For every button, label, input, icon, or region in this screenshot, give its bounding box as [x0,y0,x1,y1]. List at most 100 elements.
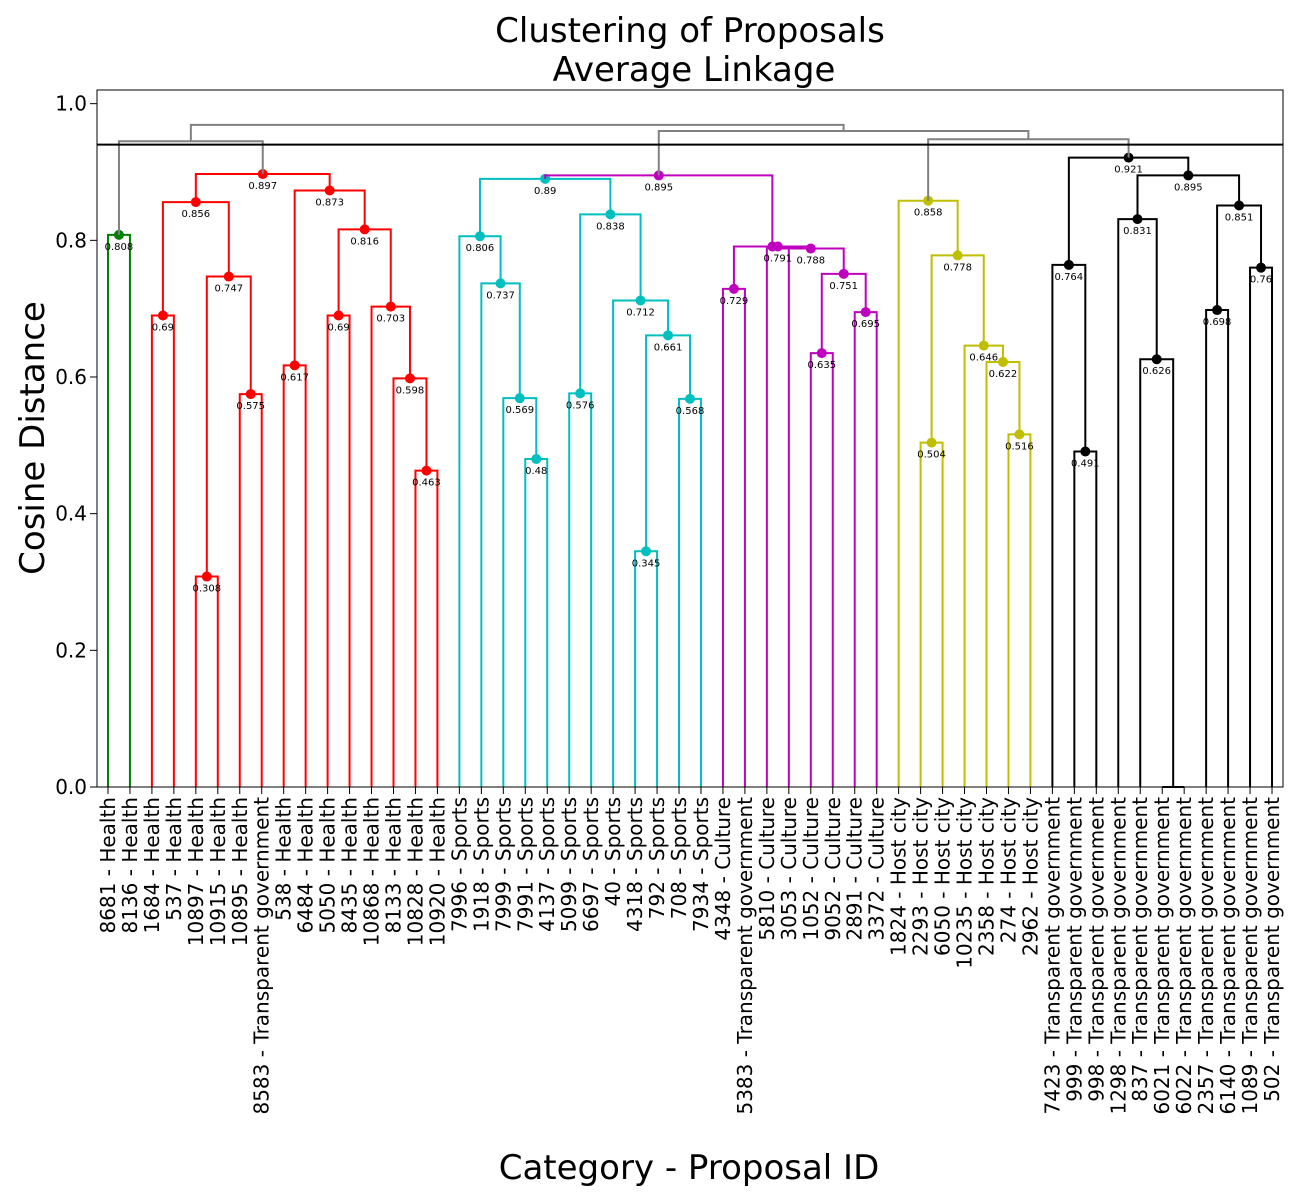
leaf-label-50: 2357 - Transparent government [1194,797,1218,1115]
dendrogram-link-53 [189,123,845,142]
leaf-label-35: 3372 - Culture [865,797,889,941]
leaf-label-13: 8133 - Health [382,797,406,934]
leaf-label-21: 5099 - Sports [557,797,581,932]
leaf-label-18: 7999 - Sports [491,797,515,932]
dendrogram-link-36 [963,344,1004,787]
leaf-label-46: 1298 - Transparent government [1106,797,1130,1115]
dendrogram-link-37 [930,254,985,443]
leaf-label-33: 9052 - Culture [821,797,845,941]
merge-label-44: 0.698 [1203,317,1232,328]
dendrogram-link-49 [117,140,264,235]
merge-label-20: 0.568 [676,406,705,417]
leaf-label-45: 998 - Transparent government [1084,797,1108,1102]
merge-label-27: 0.635 [807,360,836,371]
leaf-label-15: 10920 - Health [425,797,449,946]
leaf-label-19: 7991 - Sports [513,797,537,932]
dendrogram-link-7 [326,314,351,787]
leaf-label-40: 2358 - Host city [975,797,999,956]
merge-label-45: 0.76 [1250,275,1272,286]
leaf-label-4: 10897 - Health [184,797,208,946]
dendrogram-link-4 [205,275,252,577]
dendrogram-link-40 [1051,263,1087,787]
dendrogram-link-33 [919,441,944,787]
leaf-label-7: 8583 - Transparent government [250,797,274,1115]
plot-frame [96,89,1284,788]
leaf-label-3: 537 - Health [162,797,186,921]
dendrogram-link-45 [1249,266,1274,787]
merge-label-4: 0.747 [214,284,243,295]
leaf-label-5: 10915 - Health [206,797,230,946]
merge-label-17: 0.806 [466,243,495,254]
dendrogram-link-17 [458,235,502,787]
y-tick-label-0: 0.0 [55,775,87,799]
merge-label-23: 0.838 [596,221,625,232]
leaf-label-36: 1824 - Host city [887,797,911,956]
dendrogram-link-15 [502,397,538,787]
merge-label-48: 0.921 [1114,165,1143,176]
chart-subtitle: Average Linkage [553,50,836,90]
leaf-label-0: 8681 - Health [96,797,120,934]
dendrogram-link-39 [1073,450,1098,787]
merge-label-30: 0.788 [796,256,825,267]
merge-node-47 [1183,170,1194,181]
merge-label-33: 0.504 [917,450,946,461]
leaf-label-8: 538 - Health [272,797,296,921]
dendrogram-link-19 [634,550,659,787]
y-axis-label: Cosine Distance [13,301,53,575]
leaf-label-25: 792 - Sports [645,797,669,919]
leaf-label-37: 2293 - Host city [909,797,933,956]
merge-label-39: 0.491 [1071,458,1100,469]
merge-label-40: 0.764 [1055,272,1084,283]
merge-label-11: 0.816 [350,236,379,247]
leaf-label-52: 1089 - Transparent government [1238,797,1262,1115]
merge-label-15: 0.569 [505,405,534,416]
merge-label-5: 0.856 [182,209,211,220]
leaf-label-34: 2891 - Culture [843,797,867,941]
leaf-label-41: 274 - Host city [996,797,1020,943]
merge-node-10 [385,301,396,312]
merge-label-2: 0.308 [192,584,221,595]
dendrogram-link-14 [524,458,549,787]
merge-node-29 [838,268,849,279]
leaf-label-47: 837 - Transparent government [1128,797,1152,1102]
leaf-label-39: 10235 - Host city [953,797,977,969]
merge-label-14: 0.48 [525,466,547,477]
dendrogram-link-34 [1007,433,1032,787]
merge-label-0: 0.808 [105,242,134,253]
merge-label-36: 0.646 [969,353,998,364]
merge-label-8: 0.463 [412,478,441,489]
leaf-label-30: 5810 - Culture [755,797,779,941]
dendrogram-link-1 [150,314,175,787]
leaf-label-20: 4137 - Sports [535,797,559,932]
dendrogram-link-23 [579,213,642,394]
merge-label-32: 0.895 [644,182,673,193]
merge-label-34: 0.516 [1005,441,1034,452]
leaf-label-28: 4348 - Culture [711,797,735,941]
merge-label-19: 0.345 [632,558,661,569]
leaf-label-51: 6140 - Transparent government [1216,797,1240,1115]
chart-title: Clustering of Proposals [495,11,885,51]
dendrogram-link-28 [853,311,878,787]
dendrogram-link-27 [809,352,834,787]
leaf-label-9: 6484 - Health [294,797,318,934]
y-tick-label-1: 0.2 [55,638,87,662]
merge-label-28: 0.695 [851,319,880,330]
merge-label-25: 0.729 [720,296,749,307]
dendrogram-link-38 [897,199,959,787]
leaf-label-1: 8136 - Health [118,797,142,934]
leaf-label-14: 10828 - Health [403,797,427,946]
merge-label-6: 0.617 [280,372,309,383]
merge-label-13: 0.897 [248,181,277,192]
y-tick-label-4: 0.8 [55,228,87,252]
leaf-label-49: 6022 - Transparent government [1172,797,1196,1115]
leaf-label-17: 1918 - Sports [469,797,493,932]
merge-label-22: 0.712 [626,307,655,318]
merge-label-29: 0.751 [829,281,858,292]
dendrogram-link-2 [194,575,219,787]
merge-label-26: 0.791 [764,253,793,264]
y-tick-label-5: 1.0 [55,92,87,116]
dendrogram-link-51 [657,130,1030,176]
leaf-label-27: 7934 - Sports [689,797,713,932]
dendrogram-link-43 [1117,218,1158,787]
